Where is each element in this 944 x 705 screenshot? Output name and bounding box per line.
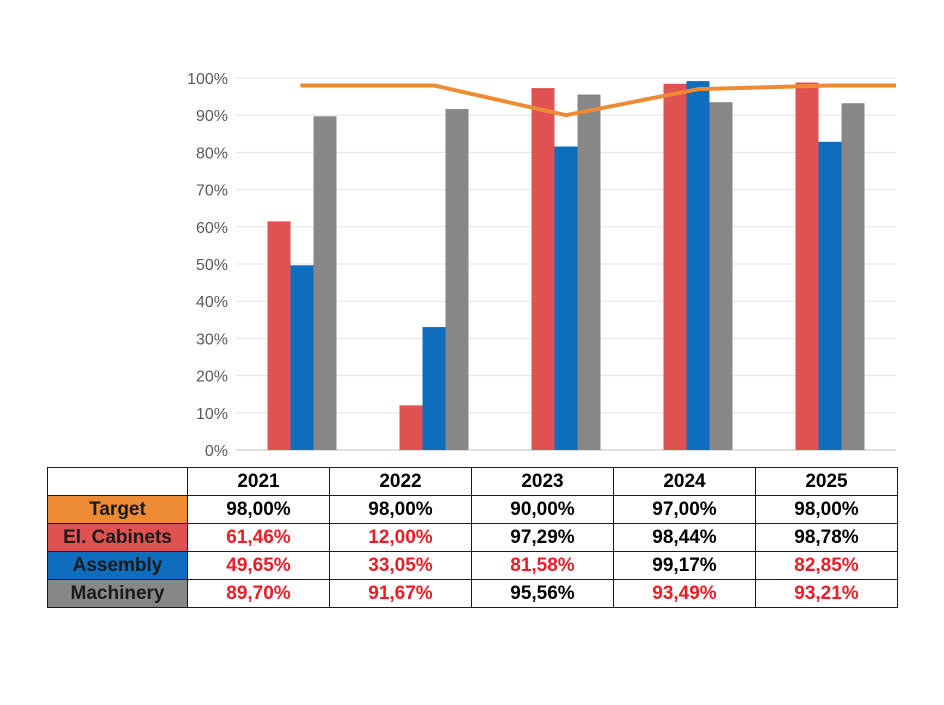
table-header-year: 2022	[329, 467, 472, 496]
table-header-year: 2021	[187, 467, 330, 496]
data-label: 97,00%	[613, 495, 756, 524]
data-label: 99,17%	[613, 551, 756, 580]
bar	[290, 265, 314, 450]
bar	[399, 405, 423, 450]
data-label: 89,70%	[187, 579, 330, 608]
series-label: El. Cabinets	[47, 523, 188, 552]
bars	[267, 81, 865, 451]
bar	[663, 83, 687, 451]
data-label: 82,85%	[755, 551, 898, 580]
data-label: 61,46%	[187, 523, 330, 552]
bar	[422, 327, 446, 450]
bar	[577, 94, 601, 451]
y-tick-label: 50%	[196, 257, 228, 274]
y-tick-label: 30%	[196, 331, 228, 348]
table-header-year: 2025	[755, 467, 898, 496]
y-tick-label: 100%	[187, 71, 228, 88]
y-axis-ticks: 0% 10% 20% 30% 40% 50% 60% 70% 80% 90% 100%	[187, 71, 228, 460]
table-header-year: 2023	[471, 467, 614, 496]
data-label: 98,00%	[329, 495, 472, 524]
table-row-machinery: Machinery 89,70% 91,67% 95,56% 93,49% 93,21%	[47, 579, 898, 608]
data-label: 90,00%	[471, 495, 614, 524]
data-label: 98,78%	[755, 523, 898, 552]
series-label: Target	[47, 495, 188, 524]
table-row-el-cabinets: El. Cabinets 61,46% 12,00% 97,29% 98,44% 98,7…	[47, 523, 898, 552]
table-body: Target 98,00% 98,00% 90,00% 97,00% 98,00% El. …	[47, 495, 898, 608]
bar	[531, 88, 555, 450]
series-label: Machinery	[47, 579, 188, 608]
chart: 0% 10% 20% 30% 40% 50% 60% 70% 80% 90% 100%	[187, 71, 896, 460]
bar	[554, 146, 578, 450]
data-label: 49,65%	[187, 551, 330, 580]
bar	[445, 108, 469, 450]
bar	[686, 81, 710, 451]
y-tick-label: 10%	[196, 406, 228, 423]
table-row-assembly: Assembly 49,65% 33,05% 81,58% 99,17% 82,85%	[47, 551, 898, 580]
table-corner	[47, 467, 188, 496]
data-label: 93,21%	[755, 579, 898, 608]
data-label: 97,29%	[471, 523, 614, 552]
data-label: 33,05%	[329, 551, 472, 580]
data-label: 98,00%	[187, 495, 330, 524]
data-label: 12,00%	[329, 523, 472, 552]
y-tick-label: 80%	[196, 145, 228, 162]
bar	[313, 116, 337, 450]
bar	[818, 141, 842, 450]
data-label: 91,67%	[329, 579, 472, 608]
data-label: 98,44%	[613, 523, 756, 552]
table-row-target: Target 98,00% 98,00% 90,00% 97,00% 98,00%	[47, 495, 898, 524]
data-label: 95,56%	[471, 579, 614, 608]
bar	[841, 103, 865, 451]
y-tick-label: 60%	[196, 220, 228, 237]
bar	[267, 221, 291, 450]
target-line	[300, 83, 896, 118]
series-label: Assembly	[47, 551, 188, 580]
data-label: 93,49%	[613, 579, 756, 608]
y-tick-label: 40%	[196, 294, 228, 311]
y-tick-label: 0%	[205, 443, 228, 460]
target-series-line	[300, 83, 896, 118]
y-tick-label: 70%	[196, 183, 228, 200]
data-label: 81,58%	[471, 551, 614, 580]
data-table: 2021 2022 2023 2024 2025 Target 98,00% 98,…	[47, 467, 898, 608]
table-header-row: 2021 2022 2023 2024 2025	[47, 467, 898, 496]
table-header-year: 2024	[613, 467, 756, 496]
bar	[709, 102, 733, 451]
y-tick-label: 20%	[196, 369, 228, 386]
bar	[795, 82, 819, 451]
data-label: 98,00%	[755, 495, 898, 524]
y-tick-label: 90%	[196, 108, 228, 125]
